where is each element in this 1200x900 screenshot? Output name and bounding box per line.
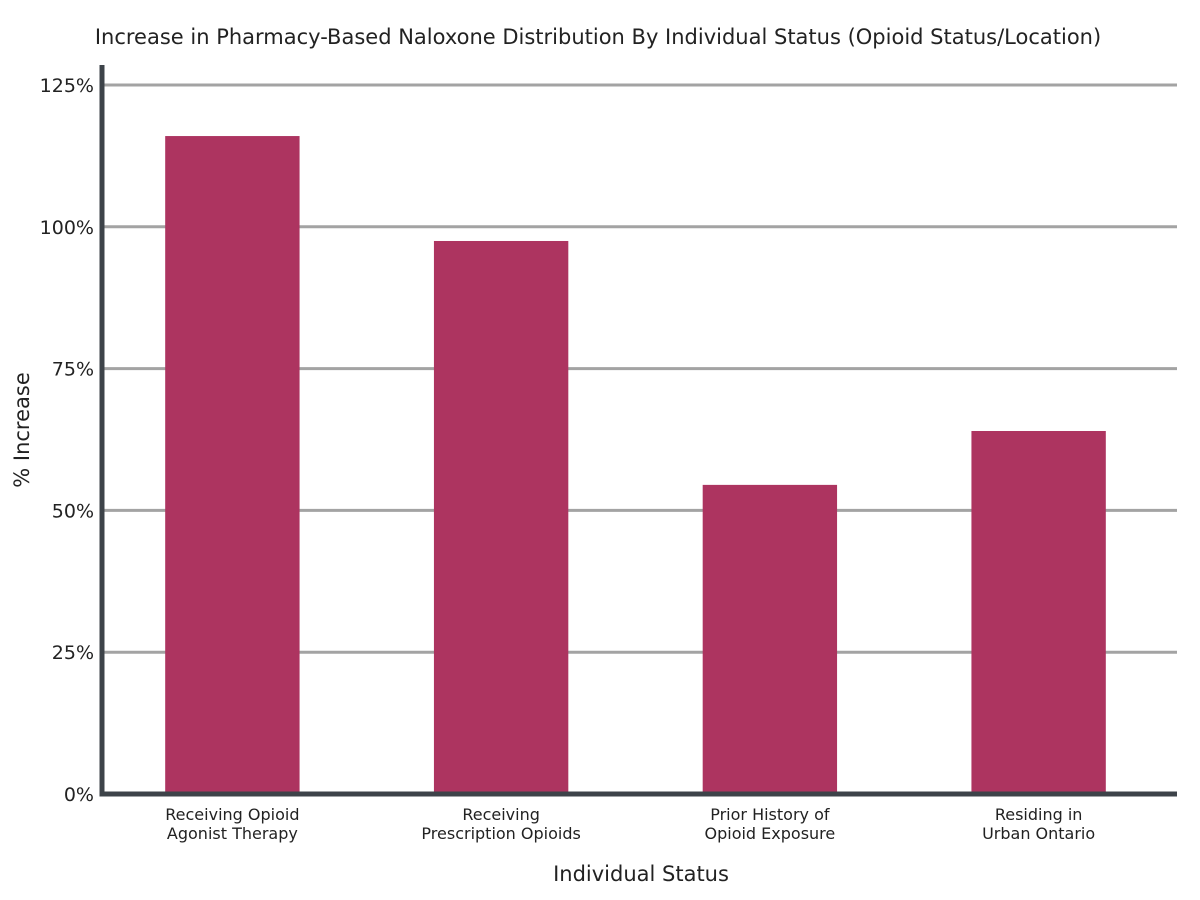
bars	[165, 136, 1106, 795]
x-tick-label-line: Residing in	[995, 805, 1083, 824]
x-tick-label-line: Urban Ontario	[982, 824, 1095, 843]
x-tick-label-line: Prescription Opioids	[421, 824, 580, 843]
y-tick-label: 25%	[52, 642, 94, 664]
chart-title: Increase in Pharmacy-Based Naloxone Dist…	[95, 25, 1101, 49]
x-tick-label-line: Receiving Opioid	[165, 805, 299, 824]
x-tick-label-line: Prior History of	[710, 805, 830, 824]
y-tick-label: 75%	[52, 359, 94, 381]
x-tick-label-line: Receiving	[462, 805, 540, 824]
x-tick-label: Receiving Opioid Agonist Therapy	[165, 805, 299, 843]
axes	[99, 65, 1177, 797]
x-tick-label-line: Agonist Therapy	[167, 824, 298, 843]
bar	[971, 430, 1106, 794]
bar	[702, 484, 838, 794]
y-tick-label: 125%	[40, 75, 94, 97]
x-tick-label-line: Opioid Exposure	[705, 824, 836, 843]
y-tick-label: 100%	[40, 217, 94, 239]
y-axis-title: % Increase	[10, 372, 34, 488]
x-tick-label: Residing in Urban Ontario	[982, 805, 1095, 843]
y-tick-labels: 0% 25% 50% 75% 100% 125%	[40, 75, 94, 806]
bar	[433, 240, 569, 795]
x-axis-title: Individual Status	[553, 862, 729, 886]
bar	[165, 136, 300, 795]
x-tick-label: Prior History of Opioid Exposure	[705, 805, 836, 843]
x-tick-labels: Receiving Opioid Agonist TherapyReceiving…	[165, 805, 1095, 843]
x-tick-label: Receiving Prescription Opioids	[421, 805, 580, 843]
y-tick-label: 0%	[64, 784, 94, 806]
y-tick-label: 50%	[52, 500, 94, 522]
